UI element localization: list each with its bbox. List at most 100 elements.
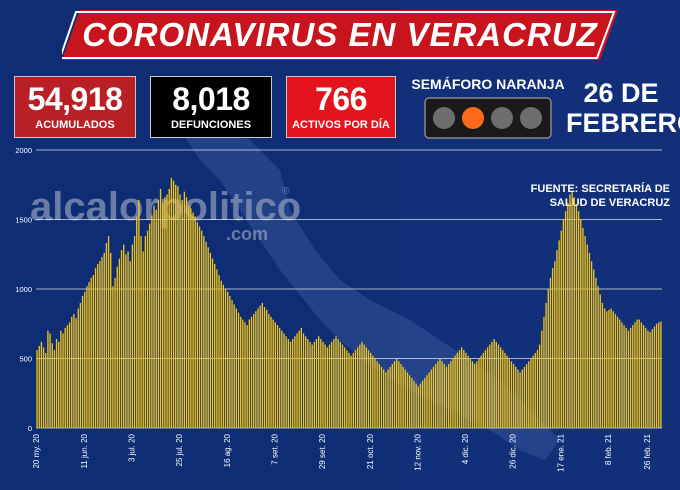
bar-23 [86,286,88,428]
bar-265 [610,308,612,428]
bar-154 [369,352,372,428]
bar-209 [489,344,491,428]
bar-3 [42,347,45,428]
bar-138 [335,336,337,428]
bar-255 [588,252,591,428]
bar-286 [655,323,658,428]
bar-249 [575,205,578,428]
bar-53 [151,215,153,428]
bar-181 [428,372,430,428]
bar-93 [237,312,240,428]
x-tick-label-1: 11 jun. 20 [80,433,89,468]
bar-37 [116,266,118,428]
bar-223 [519,372,521,428]
bar-175 [415,383,417,428]
bar-42 [127,251,129,428]
bar-288 [660,321,662,428]
bar-214 [499,347,502,428]
bar-111 [276,325,279,428]
bar-204 [478,358,480,428]
bar-203 [476,361,478,428]
bar-14 [66,325,69,428]
bar-208 [486,347,489,428]
bar-220 [512,364,515,428]
bar-8 [53,350,56,428]
bar-115 [285,336,287,428]
stat-activos: 766 ACTIVOS POR DÍA [286,76,396,138]
bar-135 [328,344,331,428]
x-tick-label-0: 20 my. 20 [32,433,41,468]
bar-189 [445,366,448,428]
bar-57 [159,188,162,428]
bar-262 [603,308,606,428]
bar-117 [289,341,292,428]
bar-51 [146,230,149,428]
bar-13 [64,327,66,428]
bar-94 [240,316,242,428]
bar-191 [450,361,452,428]
svg-text:.com: .com [226,224,268,244]
bar-103 [259,305,261,428]
bar-251 [580,219,582,428]
bar-233 [541,330,543,428]
bar-244 [564,211,567,428]
bar-160 [382,369,385,428]
bar-198 [465,352,467,428]
bar-229 [532,355,534,428]
bar-77 [203,236,205,428]
bar-19 [77,308,79,428]
bar-266 [612,311,614,428]
bar-161 [385,372,387,428]
bar-69 [185,197,188,428]
acumulados-value: 54,918 [27,81,123,117]
bar-155 [372,355,374,428]
bar-146 [352,352,354,428]
bar-197 [463,350,465,428]
bar-225 [523,366,526,428]
bar-0 [36,350,38,428]
bar-130 [318,336,320,428]
source-line2: SALUD DE VERACRUZ [549,197,670,209]
x-tick-label-5: 7 set. 20 [270,433,279,464]
x-tick-label-2: 3 jul. 20 [128,433,137,462]
bar-133 [324,344,326,428]
bar-277 [636,319,638,428]
bar-221 [515,366,517,428]
traffic-light-icon [424,97,552,139]
bar-92 [235,308,238,428]
bar-147 [354,350,357,428]
bar-60 [166,194,168,428]
bar-20 [79,302,82,428]
bar-140 [339,341,341,428]
bar-9 [55,339,58,428]
stat-acumulados: 54,918 ACUMULADOS [14,76,136,138]
x-tick-label-4: 16 ag. 20 [223,433,232,467]
page-title: CORONAVIRUS EN VERACRUZ [82,16,598,53]
bar-139 [337,339,339,428]
x-tick-label-6: 29 set. 20 [318,433,327,469]
bar-78 [205,241,207,428]
bar-45 [133,236,136,428]
bar-190 [447,364,450,428]
y-tick-label-0: 0 [28,424,32,433]
bar-68 [183,191,186,428]
bar-62 [170,177,173,428]
activos-value: 766 [315,81,367,117]
bar-188 [443,364,445,428]
bar-121 [298,330,300,428]
bar-148 [356,347,359,428]
bar-33 [107,236,110,428]
bar-101 [255,311,257,428]
bar-56 [157,200,160,428]
x-tick-label-11: 17 ene. 21 [556,433,565,471]
bar-35 [112,286,114,428]
bar-48 [140,236,142,428]
bar-47 [138,200,140,428]
bar-81 [211,258,214,428]
bar-285 [653,326,656,428]
bar-274 [629,327,632,428]
acumulados-label: ACUMULADOS [35,119,115,131]
bar-73 [194,216,196,428]
bar-177 [419,383,422,428]
